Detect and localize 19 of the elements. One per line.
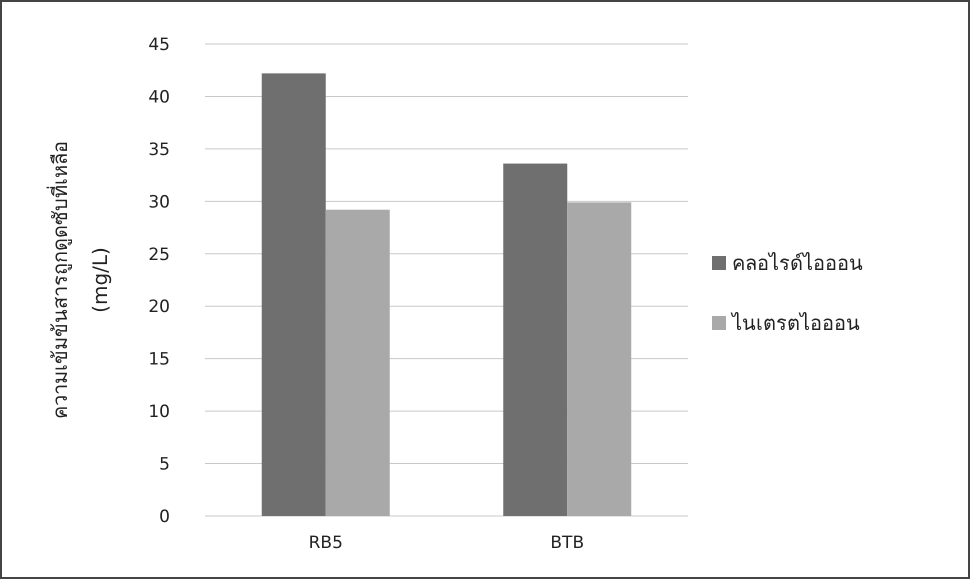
y-tick-label: 30	[148, 192, 170, 212]
legend-label: ไนเตรตไอออน	[730, 311, 860, 335]
y-tick-label: 5	[159, 454, 170, 475]
y-axis-title: ความเข้มข้นสารถูกดูดซับที่เหลือ (mg/L)	[46, 141, 112, 419]
bar	[567, 202, 632, 516]
y-tick-label: 45	[148, 35, 170, 55]
y-tick-label: 20	[148, 297, 170, 318]
y-tick-label: 0	[159, 507, 170, 527]
x-tick-label: RB5	[308, 533, 343, 553]
bar	[326, 210, 390, 516]
y-tick-label: 25	[148, 244, 170, 265]
y-tick-label: 40	[148, 87, 170, 108]
x-tick-label: BTB	[550, 533, 584, 553]
legend-label: คลอไรด์ไอออน	[732, 251, 863, 275]
bar	[503, 164, 568, 516]
y-tick-label: 35	[148, 140, 170, 160]
bar	[262, 73, 326, 516]
y-tick-label: 15	[148, 350, 170, 370]
y-tick-label: 10	[148, 402, 170, 422]
